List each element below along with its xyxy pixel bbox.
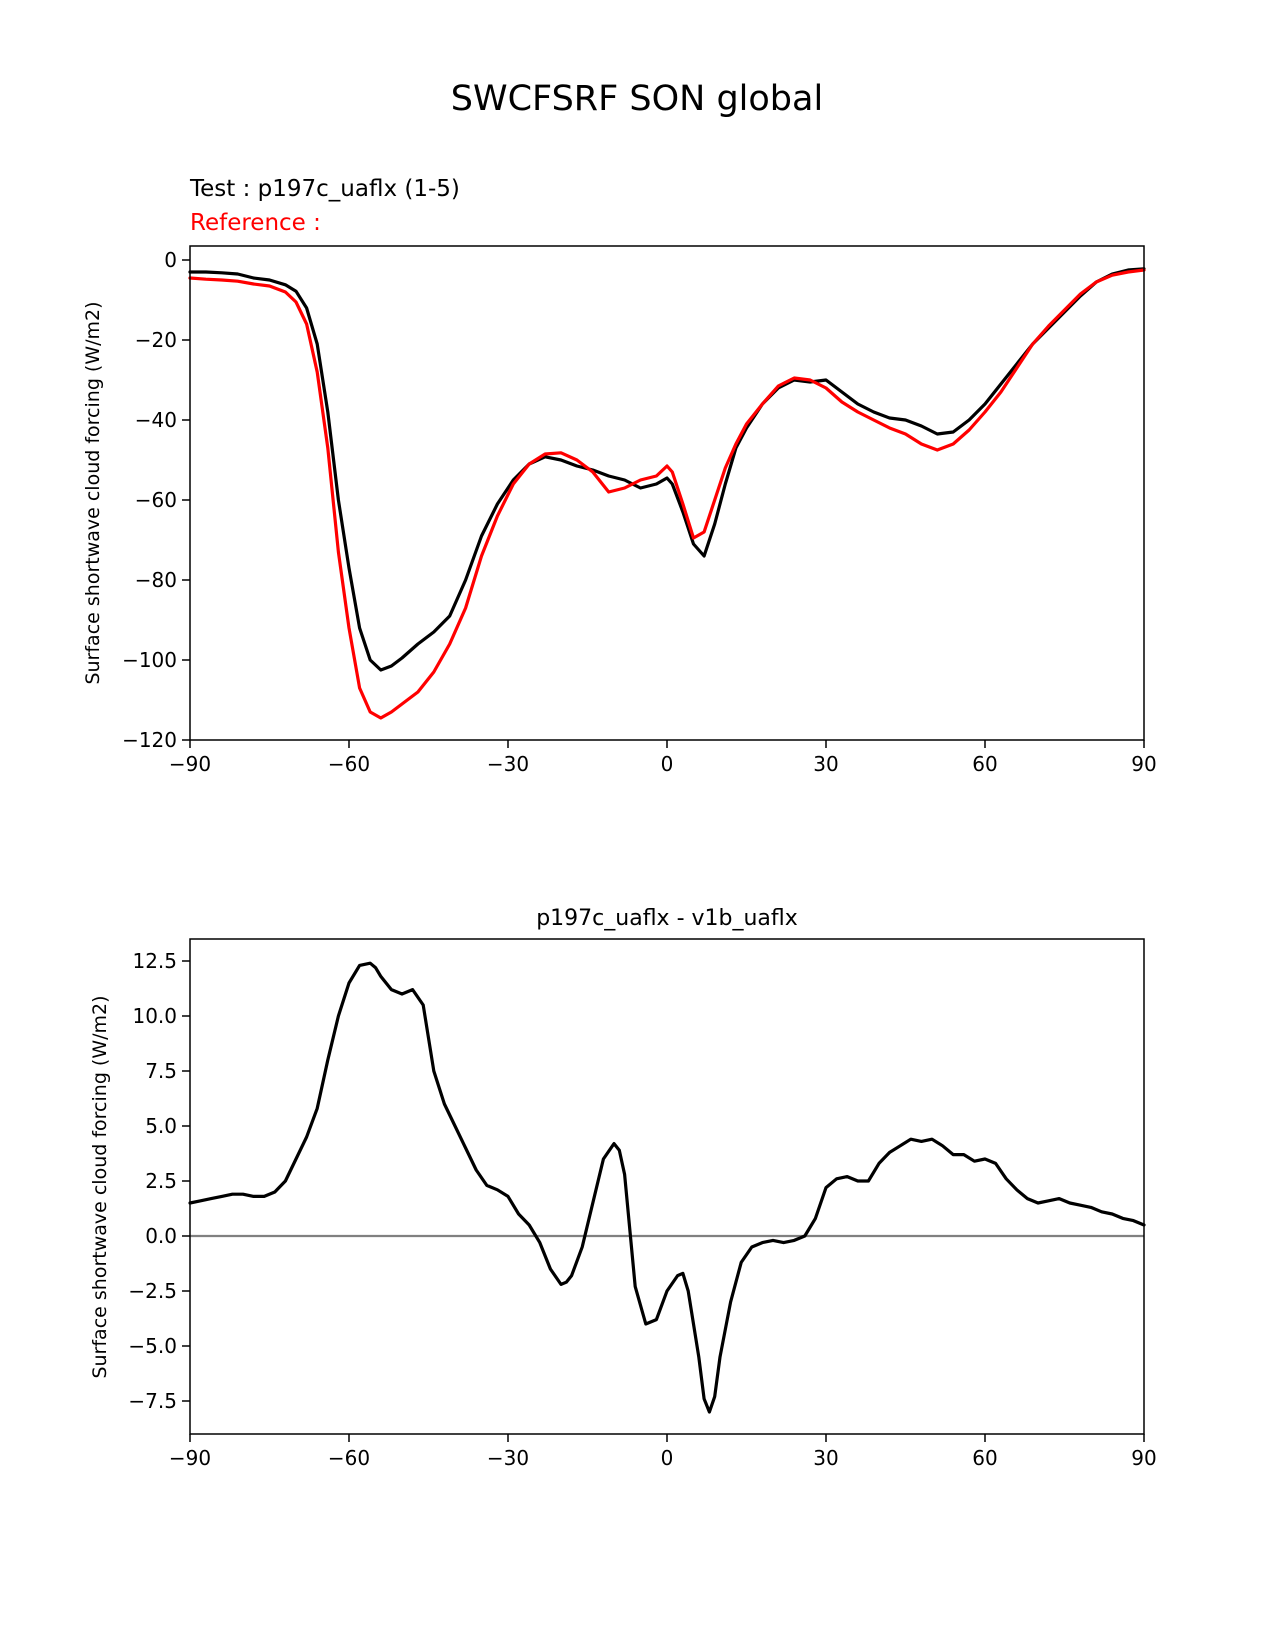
bottom-x-tick-label: 30 xyxy=(813,1446,838,1470)
top-x-tick-label: 90 xyxy=(1131,752,1156,776)
bottom-y-tick-label: −7.5 xyxy=(128,1389,177,1413)
bottom-y-tick-label: 2.5 xyxy=(145,1169,177,1193)
bottom-x-tick-label: 90 xyxy=(1131,1446,1156,1470)
top-series xyxy=(188,267,1146,720)
top-x-tick-label: −30 xyxy=(487,752,529,776)
figure-title: SWCFSRF SON global xyxy=(451,79,823,119)
bottom-y-tick-label: 7.5 xyxy=(145,1059,177,1083)
series-line-difference xyxy=(188,961,1146,1414)
top-y-tick-label: −80 xyxy=(135,568,177,592)
top-y-tick-label: −60 xyxy=(135,488,177,512)
bottom-y-tick-label: −5.0 xyxy=(128,1334,177,1358)
bottom-y-tick-label: 10.0 xyxy=(132,1004,177,1028)
bottom-panel: p197c_uaflx - v1b_uaflx Surface shortwav… xyxy=(89,906,1157,1470)
top-panel: Test : p197c_uaflx (1-5) Reference : Sur… xyxy=(82,176,1157,776)
bottom-y-tick-label: −2.5 xyxy=(128,1279,177,1303)
top-x-tick-label: −90 xyxy=(169,752,211,776)
bottom-y-axis-label: Surface shortwave cloud forcing (W/m2) xyxy=(89,995,111,1378)
bottom-y-tick-label: 0.0 xyxy=(145,1224,177,1248)
top-x-tick-label: 60 xyxy=(972,752,997,776)
bottom-x-tick-label: 60 xyxy=(972,1446,997,1470)
series-line-test xyxy=(188,267,1146,672)
series-line-reference xyxy=(188,268,1146,720)
top-y-ticks: 0 −20 −40 −60 −80 −100 −120 xyxy=(122,248,190,752)
top-y-axis-label: Surface shortwave cloud forcing (W/m2) xyxy=(82,301,104,684)
bottom-x-tick-label: −60 xyxy=(328,1446,370,1470)
bottom-plot-frame xyxy=(189,938,1145,1435)
top-y-tick-label: −40 xyxy=(135,408,177,432)
bottom-y-tick-label: 12.5 xyxy=(132,949,177,973)
top-x-ticks: −90 −60 −30 0 30 60 90 xyxy=(169,740,1157,776)
reference-label: Reference : xyxy=(190,210,321,236)
top-y-tick-label: −120 xyxy=(122,728,177,752)
top-plot-frame xyxy=(189,245,1145,741)
top-y-tick-label: −20 xyxy=(135,328,177,352)
bottom-panel-title: p197c_uaflx - v1b_uaflx xyxy=(536,906,798,931)
top-x-tick-label: 0 xyxy=(661,752,674,776)
bottom-y-tick-label: 5.0 xyxy=(145,1114,177,1138)
top-x-tick-label: 30 xyxy=(813,752,838,776)
bottom-y-ticks: 12.5 10.0 7.5 5.0 2.5 0.0 −2.5 −5.0 −7.5 xyxy=(128,949,190,1413)
top-x-tick-label: −60 xyxy=(328,752,370,776)
bottom-series xyxy=(188,961,1146,1414)
test-label: Test : p197c_uaflx (1-5) xyxy=(189,176,460,202)
bottom-x-tick-label: 0 xyxy=(661,1446,674,1470)
top-y-tick-label: 0 xyxy=(164,248,177,272)
bottom-x-tick-label: −90 xyxy=(169,1446,211,1470)
bottom-x-ticks: −90 −60 −30 0 30 60 90 xyxy=(169,1434,1157,1470)
top-y-tick-label: −100 xyxy=(122,648,177,672)
bottom-x-tick-label: −30 xyxy=(487,1446,529,1470)
